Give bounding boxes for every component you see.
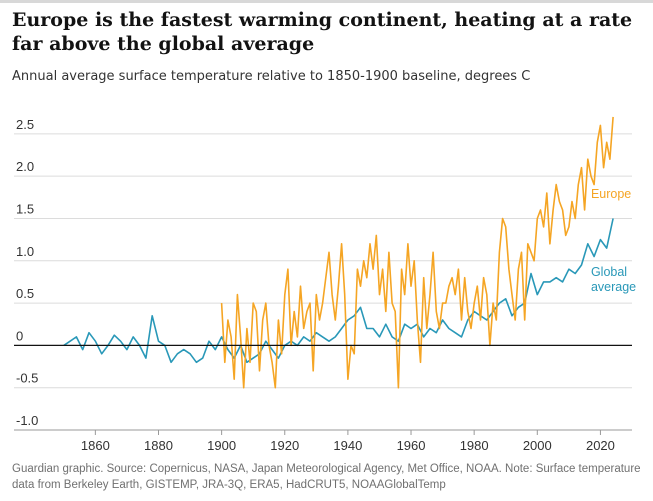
y-tick-label: 1.5 xyxy=(16,201,34,216)
chart-title: Europe is the fastest warming continent,… xyxy=(12,9,633,55)
x-tick-label: 1920 xyxy=(270,438,299,453)
series-lines xyxy=(63,116,614,389)
temperature-line-chart: -1.0 -0.5 0 0.5 1.0 1.5 2.0 2.5 1860 1880 1900 192… xyxy=(14,116,636,453)
x-tick-label: 2000 xyxy=(523,438,552,453)
source-note: Guardian graphic. Source: Copernicus, NA… xyxy=(12,463,641,491)
y-tick-label: 2.0 xyxy=(16,159,34,174)
x-tick-label: 1900 xyxy=(207,438,236,453)
x-axis: 1860 1880 1900 1920 1940 1960 1980 2000 2020 xyxy=(14,344,632,453)
global-average-series-label: Global xyxy=(591,265,627,279)
global-average-series-label: average xyxy=(591,280,636,294)
y-tick-label: 0.5 xyxy=(16,286,34,301)
grid-lines xyxy=(14,133,632,431)
y-tick-label: 1.0 xyxy=(16,244,34,259)
y-axis-labels: -1.0 -0.5 0 0.5 1.0 1.5 2.0 2.5 xyxy=(16,117,38,428)
chart-subtitle: Annual average surface temperature relat… xyxy=(12,69,531,84)
x-tick-label: 1880 xyxy=(144,438,173,453)
y-tick-label: 0 xyxy=(16,328,23,343)
x-tick-label: 1940 xyxy=(333,438,362,453)
y-tick-label: -1.0 xyxy=(16,413,38,428)
y-tick-label: -0.5 xyxy=(16,371,38,386)
x-tick-label: 2020 xyxy=(586,438,615,453)
x-tick-label: 1980 xyxy=(460,438,489,453)
europe-series-label: Europe xyxy=(591,187,631,201)
europe-line xyxy=(220,116,614,389)
top-rule xyxy=(0,0,653,3)
x-tick-label: 1860 xyxy=(81,438,110,453)
x-tick-label: 1960 xyxy=(397,438,426,453)
y-tick-label: 2.5 xyxy=(16,117,34,132)
global-average-line xyxy=(63,218,614,364)
